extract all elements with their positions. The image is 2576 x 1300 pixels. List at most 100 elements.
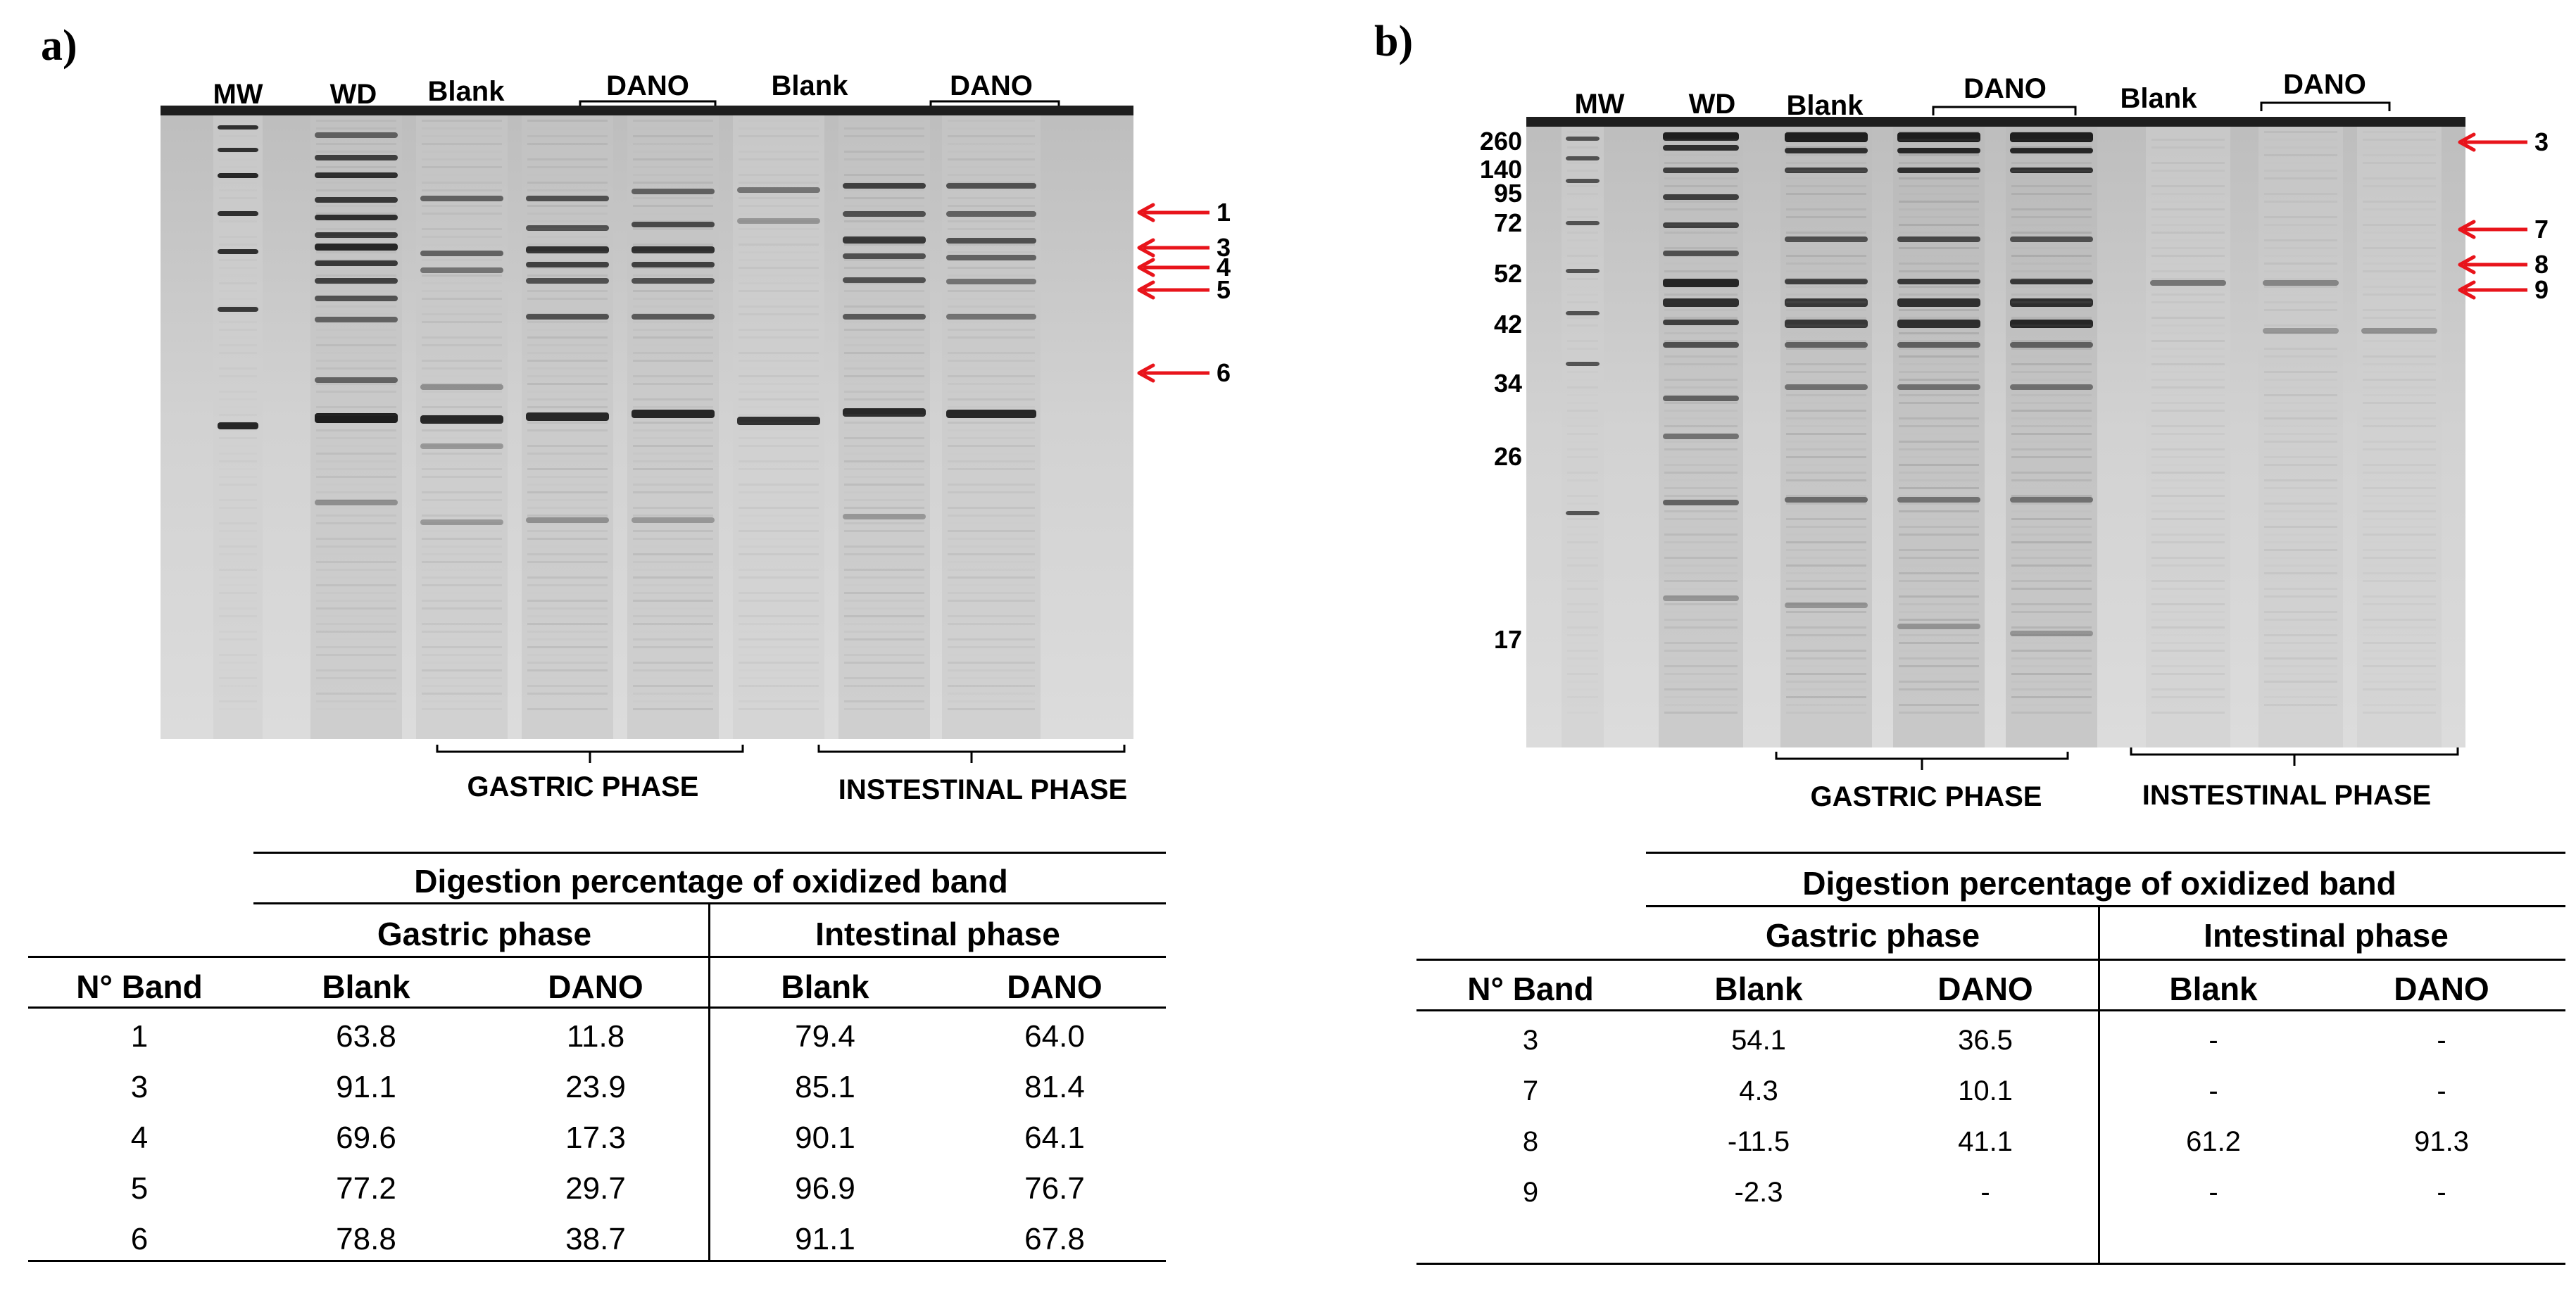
red-arrow-icon (2458, 220, 2527, 239)
lane-label-wd: WD (1688, 89, 1736, 120)
digestion-value-cell: 41.1 (1958, 1126, 2013, 1157)
digestion-value-cell: 91.3 (2414, 1126, 2469, 1157)
digestion-value-cell: 29.7 (565, 1171, 626, 1206)
mw-marker-label: 140 (1479, 155, 1522, 184)
mw-marker-label: 72 (1493, 208, 1522, 237)
band-number-label: 5 (1217, 275, 1231, 304)
red-arrow-icon (1137, 280, 1210, 300)
red-arrow-icon (1137, 203, 1210, 222)
mw-marker-label: 95 (1493, 179, 1522, 208)
digestion-value-cell: 38.7 (565, 1222, 626, 1256)
digestion-value-cell: 91.1 (795, 1222, 855, 1256)
phase-label-intestinal: INSTESTINAL PHASE (838, 774, 1128, 805)
digestion-value-cell: 36.5 (1958, 1025, 2013, 1056)
digestion-value-cell: 91.1 (336, 1070, 396, 1104)
digestion-value-cell: 76.7 (1024, 1171, 1085, 1206)
lane-label-blank-gastric: Blank (1786, 90, 1864, 121)
digestion-value-cell: - (2437, 1177, 2446, 1208)
digestion-value-cell: -2.3 (1734, 1177, 1783, 1208)
digestion-value-cell: 90.1 (795, 1121, 855, 1155)
digestion-value-cell: 79.4 (795, 1019, 855, 1054)
dano-bracket (2260, 101, 2391, 111)
band-number-cell: 8 (1522, 1126, 1539, 1157)
band-number-cell: 5 (130, 1171, 149, 1206)
digestion-value-cell: 10.1 (1958, 1075, 2013, 1106)
mw-marker-label: 34 (1493, 369, 1522, 398)
band-number-label: 9 (2534, 275, 2549, 304)
digestion-value-cell: 67.8 (1024, 1222, 1085, 1256)
digestion-value-cell: 77.2 (336, 1171, 396, 1206)
group-header-intestinal: Intestinal phase (815, 916, 1060, 952)
lane-label-blank-intestinal: Blank (771, 70, 848, 101)
band-number-label: 7 (2534, 215, 2549, 244)
lane-label-blank-gastric: Blank (427, 76, 505, 107)
digestion-value-cell: 54.1 (1731, 1025, 1786, 1056)
band-number-cell: 6 (130, 1222, 149, 1256)
lane-label-dano-gastric: DANO (606, 70, 689, 101)
phase-bracket (1775, 752, 2069, 770)
group-header-gastric: Gastric phase (1765, 917, 1980, 954)
column-header-blank: Blank (1714, 971, 1803, 1007)
digestion-value-cell: - (2209, 1177, 2218, 1208)
band-number-cell: 3 (1522, 1025, 1539, 1056)
mw-marker-label: 52 (1493, 259, 1522, 288)
column-header-dano: DANO (1937, 971, 2033, 1007)
red-arrow-icon (2458, 255, 2527, 274)
band-number-label: 6 (1217, 358, 1231, 387)
column-header-blank: Blank (322, 968, 410, 1005)
column-header-band: N° Band (76, 968, 203, 1005)
panel-b-letter: b) (1374, 18, 1414, 65)
lane-label-dano-intestinal: DANO (2283, 69, 2366, 100)
digestion-value-cell: 4.3 (1739, 1075, 1778, 1106)
mw-marker-label: 42 (1493, 310, 1522, 339)
dano-bracket (1932, 106, 2077, 115)
band-number-cell: 9 (1522, 1177, 1539, 1208)
red-arrow-icon (2458, 132, 2527, 152)
digestion-value-cell: 23.9 (565, 1070, 626, 1104)
band-number-label: 8 (2534, 250, 2549, 279)
digestion-value-cell: 61.2 (2186, 1126, 2241, 1157)
column-header-dano: DANO (1007, 968, 1102, 1005)
mw-marker-label: 17 (1493, 625, 1522, 654)
digestion-value-cell: 17.3 (565, 1121, 626, 1155)
mw-marker-label: 260 (1479, 127, 1522, 156)
phase-label-intestinal: INSTESTINAL PHASE (2142, 780, 2432, 811)
digestion-value-cell: - (2209, 1025, 2218, 1056)
red-arrow-icon (1137, 258, 1210, 277)
lane-label-mw: MW (213, 79, 263, 110)
band-number-cell: 1 (130, 1019, 149, 1054)
red-arrow-icon (2458, 280, 2527, 300)
group-header-gastric: Gastric phase (377, 916, 592, 952)
digestion-value-cell: - (1980, 1177, 1990, 1208)
red-arrow-icon (1137, 238, 1210, 258)
digestion-value-cell: 63.8 (336, 1019, 396, 1054)
band-number-label: 3 (2534, 127, 2549, 156)
column-header-band: N° Band (1467, 971, 1594, 1007)
group-header-intestinal: Intestinal phase (2204, 917, 2449, 954)
band-number-cell: 7 (1522, 1075, 1539, 1106)
phase-label-gastric: GASTRIC PHASE (1810, 781, 2042, 812)
digestion-value-cell: 11.8 (566, 1019, 625, 1054)
band-number-label: 1 (1217, 198, 1231, 227)
digestion-value-cell: - (2437, 1025, 2446, 1056)
band-number-cell: 4 (130, 1121, 149, 1155)
lane-label-mw: MW (1574, 89, 1625, 120)
digestion-value-cell: 85.1 (795, 1070, 855, 1104)
column-header-blank: Blank (781, 968, 869, 1005)
panel-a-letter: a) (41, 22, 77, 70)
digestion-value-cell: 64.1 (1024, 1121, 1085, 1155)
phase-bracket (2130, 747, 2459, 766)
table-title: Digestion percentage of oxidized band (414, 863, 1008, 900)
column-header-dano: DANO (548, 968, 643, 1005)
mw-marker-label: 26 (1493, 442, 1522, 471)
gel-image-b (1526, 117, 2465, 747)
lane-label-wd: WD (329, 79, 377, 110)
digestion-value-cell: -11.5 (1727, 1126, 1790, 1157)
red-arrow-icon (1137, 363, 1210, 383)
lane-label-dano-intestinal: DANO (950, 70, 1033, 101)
phase-bracket (817, 745, 1126, 763)
column-header-dano: DANO (2394, 971, 2489, 1007)
lane-label-dano-gastric: DANO (1964, 73, 2047, 104)
digestion-value-cell: - (2209, 1075, 2218, 1106)
band-number-label: 3 (1217, 233, 1231, 262)
